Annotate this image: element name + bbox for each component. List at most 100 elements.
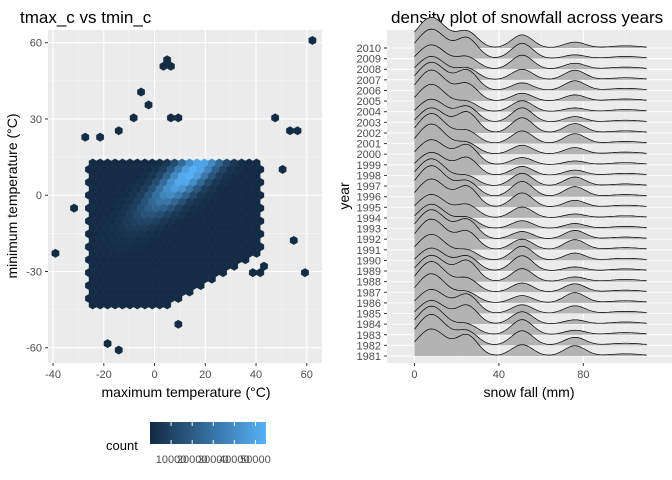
left-y-tick-label: 30 [30, 114, 42, 126]
ridge-line [414, 61, 647, 91]
ridge-area [414, 306, 647, 335]
ridge-area [414, 29, 647, 59]
hex-cell [256, 268, 265, 278]
ridge-line [414, 203, 647, 229]
ridge-line [414, 16, 647, 48]
hex-cell [174, 319, 183, 329]
ridge-line [414, 233, 647, 260]
hex-cell [289, 235, 298, 245]
left-y-tick-label: -30 [26, 266, 42, 278]
right-x-tick-label: 80 [577, 369, 589, 381]
ridge-area [414, 113, 647, 144]
left-x-tick-label: -40 [45, 369, 61, 381]
hex-cell [252, 248, 261, 258]
hex-cell [167, 61, 175, 71]
hex-cell [137, 87, 145, 97]
hex-cell [129, 113, 138, 123]
left-y-tick-label: 0 [36, 190, 42, 202]
legend-tick-label: 30000 [198, 454, 229, 466]
hex-cell [96, 132, 105, 142]
right-y-tick-label: 2001 [357, 139, 381, 151]
right-y-tick-label: 1981 [357, 351, 381, 363]
right-y-tick-label: 1996 [357, 192, 381, 204]
right-y-tick-label: 1983 [357, 330, 381, 342]
right-y-tick-label: 1995 [357, 202, 381, 214]
ridge-area [414, 139, 647, 165]
right-y-tick-label: 1982 [357, 340, 381, 352]
right-x-tick-label: 0 [411, 369, 417, 381]
hex-cell [219, 268, 227, 278]
right-x-ticks: 0 40 80 [411, 363, 589, 381]
ridge-area [414, 62, 647, 91]
ridge-line [414, 151, 647, 176]
ridge-line [414, 56, 647, 80]
ridge-line [414, 69, 647, 101]
hex-cell [114, 345, 123, 355]
right-y-tick-label: 1989 [357, 266, 381, 278]
ridge-line [414, 178, 647, 207]
ridge-area [414, 273, 647, 303]
ridge-area [414, 328, 647, 356]
right-y-tick-label: 1999 [357, 160, 381, 172]
hexbin-chart: tmax_c vs tmin_c -40 -20 0 20 40 60 -60 -30 0 30… [4, 8, 322, 466]
ridge-line [414, 28, 647, 59]
right-y-tick-label: 2008 [357, 64, 381, 76]
left-x-tick-label: 60 [301, 369, 313, 381]
right-y-tick-label: 1992 [357, 234, 381, 246]
ridge-area [414, 70, 647, 102]
left-x-tick-label: -20 [96, 369, 112, 381]
hex-cell [114, 126, 123, 136]
hex-cell [51, 248, 60, 258]
ridge-line [414, 314, 647, 345]
ridge-line [414, 194, 647, 218]
right-y-tick-label: 1987 [357, 287, 381, 299]
ridge-area [414, 107, 647, 133]
left-x-tick-label: 0 [151, 369, 157, 381]
hex-cell [278, 164, 287, 174]
hex-cell [241, 255, 250, 265]
ridge-line [414, 289, 647, 314]
ridge-area [414, 158, 647, 187]
ridge-line [414, 305, 647, 335]
left-chart-title: tmax_c vs tmin_c [20, 8, 152, 27]
left-x-axis-title: maximum temperature (°C) [102, 384, 271, 400]
right-y-tick-label: 2003 [357, 117, 381, 129]
ridge-line [414, 300, 647, 324]
ridge-line [414, 44, 647, 69]
density-ridges [414, 16, 647, 356]
ridge-area [414, 178, 647, 208]
hex-cell [185, 287, 194, 297]
hex-cell [174, 113, 183, 123]
right-y-tick-label: 1991 [357, 245, 381, 257]
hex-cell [230, 261, 239, 271]
ridge-area [414, 255, 647, 282]
right-y-tick-label: 2006 [357, 85, 381, 97]
right-y-tick-label: 2004 [357, 107, 381, 119]
ridge-area [414, 84, 647, 112]
hex-cell [196, 281, 205, 291]
legend-tick-label: 40000 [219, 454, 250, 466]
right-y-tick-label: 1984 [357, 319, 381, 331]
ridge-line [414, 273, 647, 303]
legend-colorbar [150, 422, 266, 444]
ridge-area [414, 234, 647, 261]
right-y-tick-label: 1986 [357, 298, 381, 310]
right-y-axis-title: year [336, 182, 352, 210]
ridge-line [414, 328, 647, 356]
left-x-tick-label: 20 [199, 369, 211, 381]
hex-cell [293, 126, 302, 136]
left-x-tick-label: 40 [250, 369, 262, 381]
ridge-area [414, 261, 647, 293]
hex-cell [70, 203, 78, 213]
ridge-area [414, 194, 647, 218]
ridge-line [414, 254, 647, 282]
ridge-line [414, 209, 647, 239]
right-y-tick-label: 2010 [357, 43, 381, 55]
hex-cell [81, 132, 90, 142]
hexbin-cells [51, 35, 317, 355]
hex-cell [163, 300, 172, 310]
ridge-line [414, 158, 647, 186]
